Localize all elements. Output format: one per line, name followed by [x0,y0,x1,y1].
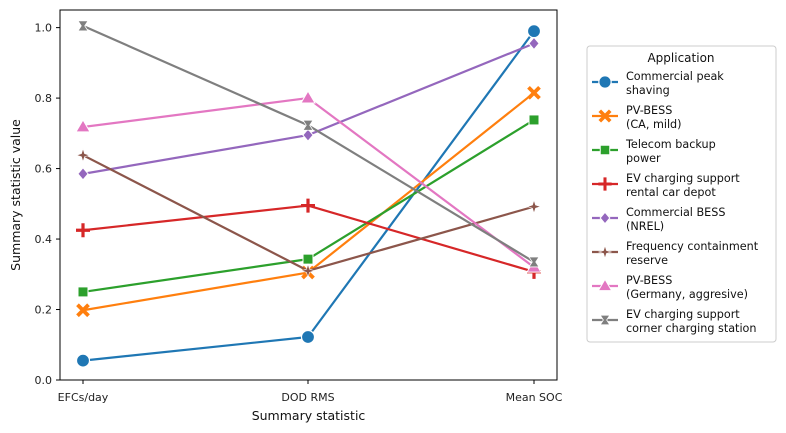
marker-diamond [599,211,611,225]
marker-star [597,244,613,260]
series-star [75,147,542,279]
marker-circle [598,75,612,89]
y-axis-title: Summary statistic value [8,119,23,271]
marker-square [302,253,314,265]
y-tick-label: 0.2 [35,304,53,317]
legend-label: (NREL) [626,220,664,233]
y-tick-label: 0.0 [35,374,53,387]
y-tick-label: 0.6 [35,163,53,176]
marker-x [598,109,612,123]
y-tick-label: 0.8 [35,92,53,105]
legend-label: power [626,152,661,165]
marker-triangle [300,90,316,104]
marker-square [77,286,89,298]
x-tick-label: Mean SOC [506,391,563,404]
marker-square [528,114,540,126]
series-triangle [75,90,542,273]
series-line [82,42,535,175]
series-hourglass [77,20,540,268]
marker-diamond [302,128,314,142]
legend-label: PV-BESS [626,104,672,117]
legend-label: corner charging station [626,322,757,335]
marker-circle [75,353,91,368]
marker-diamond [77,167,89,181]
legend-label: rental car depot [626,186,716,199]
marker-star [526,199,542,215]
y-tick-label: 0.4 [35,233,53,246]
x-tick-label: DOD RMS [281,391,334,404]
legend-label: Frequency containment [626,240,759,253]
legend-label: reserve [626,254,668,267]
legend-item: PV-BESS(CA, mild) [592,104,682,131]
marker-star [75,147,91,163]
marker-x [76,303,90,318]
series-diamond [77,36,540,181]
marker-triangle [597,278,613,292]
legend-label: EV charging support [626,172,740,185]
marker-hourglass [302,119,314,131]
x-tick-label: EFCs/day [58,391,109,404]
marker-plus [76,223,90,238]
marker-diamond [528,36,540,51]
legend-label: PV-BESS [626,274,672,287]
marker-plus [301,198,315,213]
legend-item: PV-BESS(Germany, aggresive) [592,274,748,301]
marker-star [300,263,316,279]
series-circle [75,24,542,368]
legend-item: Commercial BESS(NREL) [592,206,725,233]
marker-plus [598,177,612,191]
x-axis-title: Summary statistic [252,408,366,423]
legend-label: EV charging support [626,308,740,321]
legend-label: (Germany, aggresive) [626,288,748,301]
series-line [82,154,535,272]
y-tick-label: 1.0 [35,22,53,35]
marker-hourglass [599,314,611,326]
legend-frame [586,45,777,343]
legend-label: (CA, mild) [626,118,682,131]
series-line [82,30,535,362]
legend-label: Telecom backup [625,138,716,151]
legend-label: Commercial peak [626,70,724,83]
axes-layer: EFCs/day DOD RMS Mean SOC 0.0 0.2 0.4 0.6 0.8 1.… [35,22,563,404]
legend-label: shaving [626,84,670,97]
marker-triangle [75,119,91,133]
series-layer [75,20,542,368]
marker-square [599,144,611,156]
marker-circle [300,329,316,345]
legend-label: Commercial BESS [626,206,725,219]
marker-x [527,85,541,100]
marker-circle [526,24,542,39]
marker-hourglass [77,20,89,32]
legend-title: Application [647,51,714,65]
marker-hourglass [528,256,540,268]
